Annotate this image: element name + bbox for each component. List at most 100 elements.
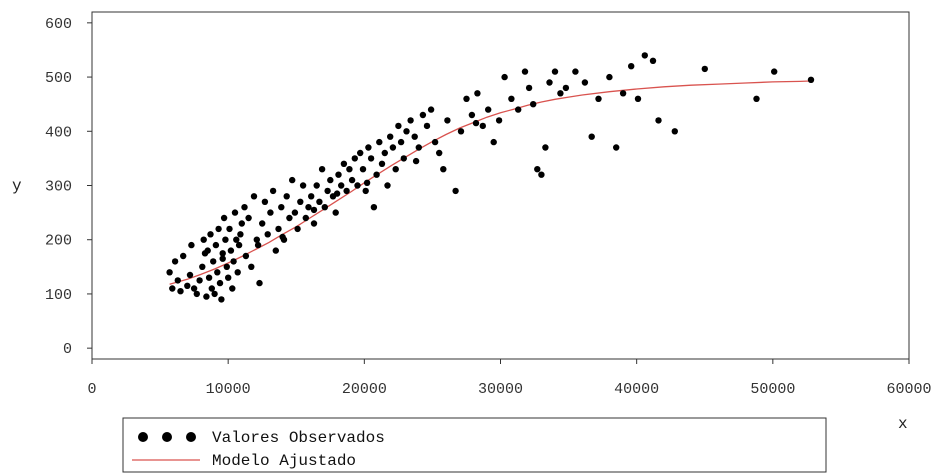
data-point	[235, 241, 243, 249]
y-axis-title: y	[12, 177, 22, 195]
data-point	[324, 187, 331, 195]
data-point	[525, 84, 533, 92]
data-point	[521, 68, 529, 75]
data-point	[343, 187, 350, 195]
data-point	[395, 122, 402, 130]
data-point	[199, 263, 206, 270]
data-point	[508, 95, 515, 103]
data-point	[572, 68, 579, 75]
data-point	[490, 138, 497, 146]
data-point	[562, 84, 570, 92]
data-point	[530, 101, 537, 108]
data-point	[373, 171, 380, 178]
data-point	[595, 95, 602, 103]
data-point	[254, 241, 262, 249]
data-point	[452, 187, 459, 195]
data-point	[219, 250, 226, 257]
data-point	[283, 193, 290, 200]
data-point	[177, 288, 184, 295]
observed-points	[166, 52, 815, 303]
data-point	[204, 247, 211, 254]
x-axis-title: x	[898, 415, 908, 433]
data-point	[297, 198, 304, 205]
data-point	[242, 252, 250, 260]
data-point	[427, 106, 435, 113]
y-tick-label: 0	[63, 341, 72, 358]
data-point	[351, 155, 358, 162]
data-point	[457, 128, 465, 135]
data-point	[218, 296, 225, 303]
data-point	[588, 133, 595, 140]
data-point	[387, 133, 394, 140]
data-point	[269, 187, 277, 195]
x-tick-label: 50000	[750, 381, 795, 398]
data-point	[771, 68, 778, 75]
data-point	[250, 193, 258, 200]
x-axis: 0 10000 20000 30000 40000 50000 60000	[87, 359, 932, 398]
data-point	[212, 241, 220, 249]
data-point	[310, 220, 318, 227]
data-point	[245, 214, 252, 222]
data-point	[501, 73, 508, 81]
data-point	[400, 155, 407, 162]
data-point	[220, 214, 228, 222]
data-point	[214, 269, 221, 276]
data-point	[538, 171, 545, 178]
data-point	[415, 144, 422, 151]
data-point	[226, 225, 233, 233]
data-point	[332, 209, 339, 216]
y-tick-label: 200	[45, 233, 72, 250]
x-tick-label: 10000	[206, 381, 251, 398]
data-point	[289, 176, 296, 184]
x-tick-label: 0	[87, 381, 96, 398]
data-point	[335, 171, 342, 178]
data-point	[628, 62, 635, 70]
data-point	[534, 166, 541, 173]
y-tick-label: 300	[45, 179, 72, 196]
data-point	[581, 79, 589, 86]
data-point	[407, 117, 414, 124]
data-point	[299, 182, 307, 189]
data-point	[606, 73, 613, 81]
data-point	[207, 231, 214, 238]
plot-frame	[91, 11, 910, 360]
fit-curve	[169, 80, 814, 285]
data-point	[219, 255, 226, 262]
data-point	[474, 90, 481, 97]
data-point	[186, 271, 194, 279]
data-point	[253, 236, 260, 243]
data-point	[248, 263, 255, 270]
x-tick-label: 30000	[478, 381, 523, 398]
data-point	[190, 285, 198, 292]
data-point	[362, 187, 369, 195]
x-tick-label: 40000	[614, 381, 659, 398]
data-point	[381, 149, 388, 157]
data-point	[294, 225, 301, 233]
data-point	[264, 231, 271, 238]
data-point	[308, 193, 315, 200]
legend-box	[122, 417, 827, 473]
data-point	[397, 138, 405, 146]
data-point	[807, 76, 815, 84]
data-point	[196, 277, 203, 284]
data-point	[241, 204, 248, 211]
data-point	[468, 111, 476, 119]
data-point	[357, 149, 364, 157]
fitted-model-line	[169, 80, 814, 285]
data-point	[365, 144, 372, 151]
data-point	[348, 176, 356, 184]
data-point	[313, 182, 320, 189]
data-point	[278, 204, 285, 211]
data-point	[649, 57, 657, 64]
data-point	[472, 119, 480, 127]
data-point	[412, 157, 420, 165]
data-point	[363, 179, 371, 186]
data-point	[291, 209, 299, 216]
data-point	[211, 290, 218, 298]
data-point	[557, 90, 564, 97]
data-point	[215, 225, 222, 233]
data-point	[238, 220, 245, 227]
data-point	[234, 269, 241, 276]
data-point	[515, 106, 522, 113]
y-axis: 0 100 200 300 400 500 600	[45, 16, 92, 358]
